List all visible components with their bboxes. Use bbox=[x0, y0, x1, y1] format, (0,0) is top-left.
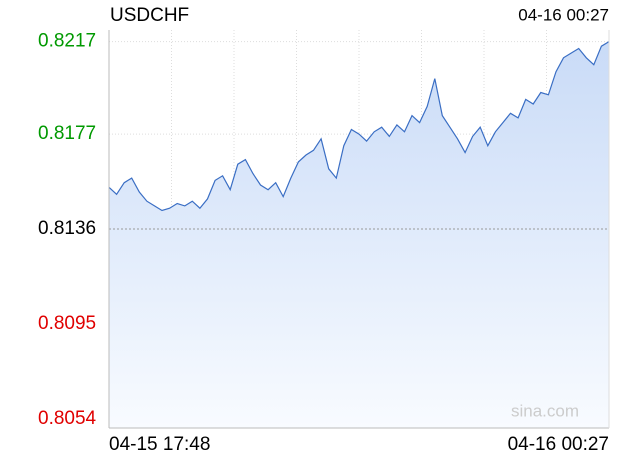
area-fill bbox=[109, 41, 609, 428]
y-tick-label: 0.8177 bbox=[38, 123, 96, 144]
plot-area bbox=[108, 30, 610, 429]
y-tick-label: 0.8136 bbox=[38, 218, 96, 239]
y-tick-label: 0.8217 bbox=[38, 31, 96, 52]
y-tick-label: 0.8054 bbox=[38, 408, 97, 429]
watermark: sina.com bbox=[511, 401, 579, 420]
price-line bbox=[108, 41, 610, 212]
x-tick-label: 04-15 17:48 bbox=[109, 434, 210, 455]
timestamp: 04-16 00:27 bbox=[518, 5, 609, 24]
x-tick-label: 04-16 00:27 bbox=[508, 434, 609, 455]
y-tick-label: 0.8095 bbox=[38, 313, 96, 334]
chart-title: USDCHF bbox=[110, 5, 189, 26]
